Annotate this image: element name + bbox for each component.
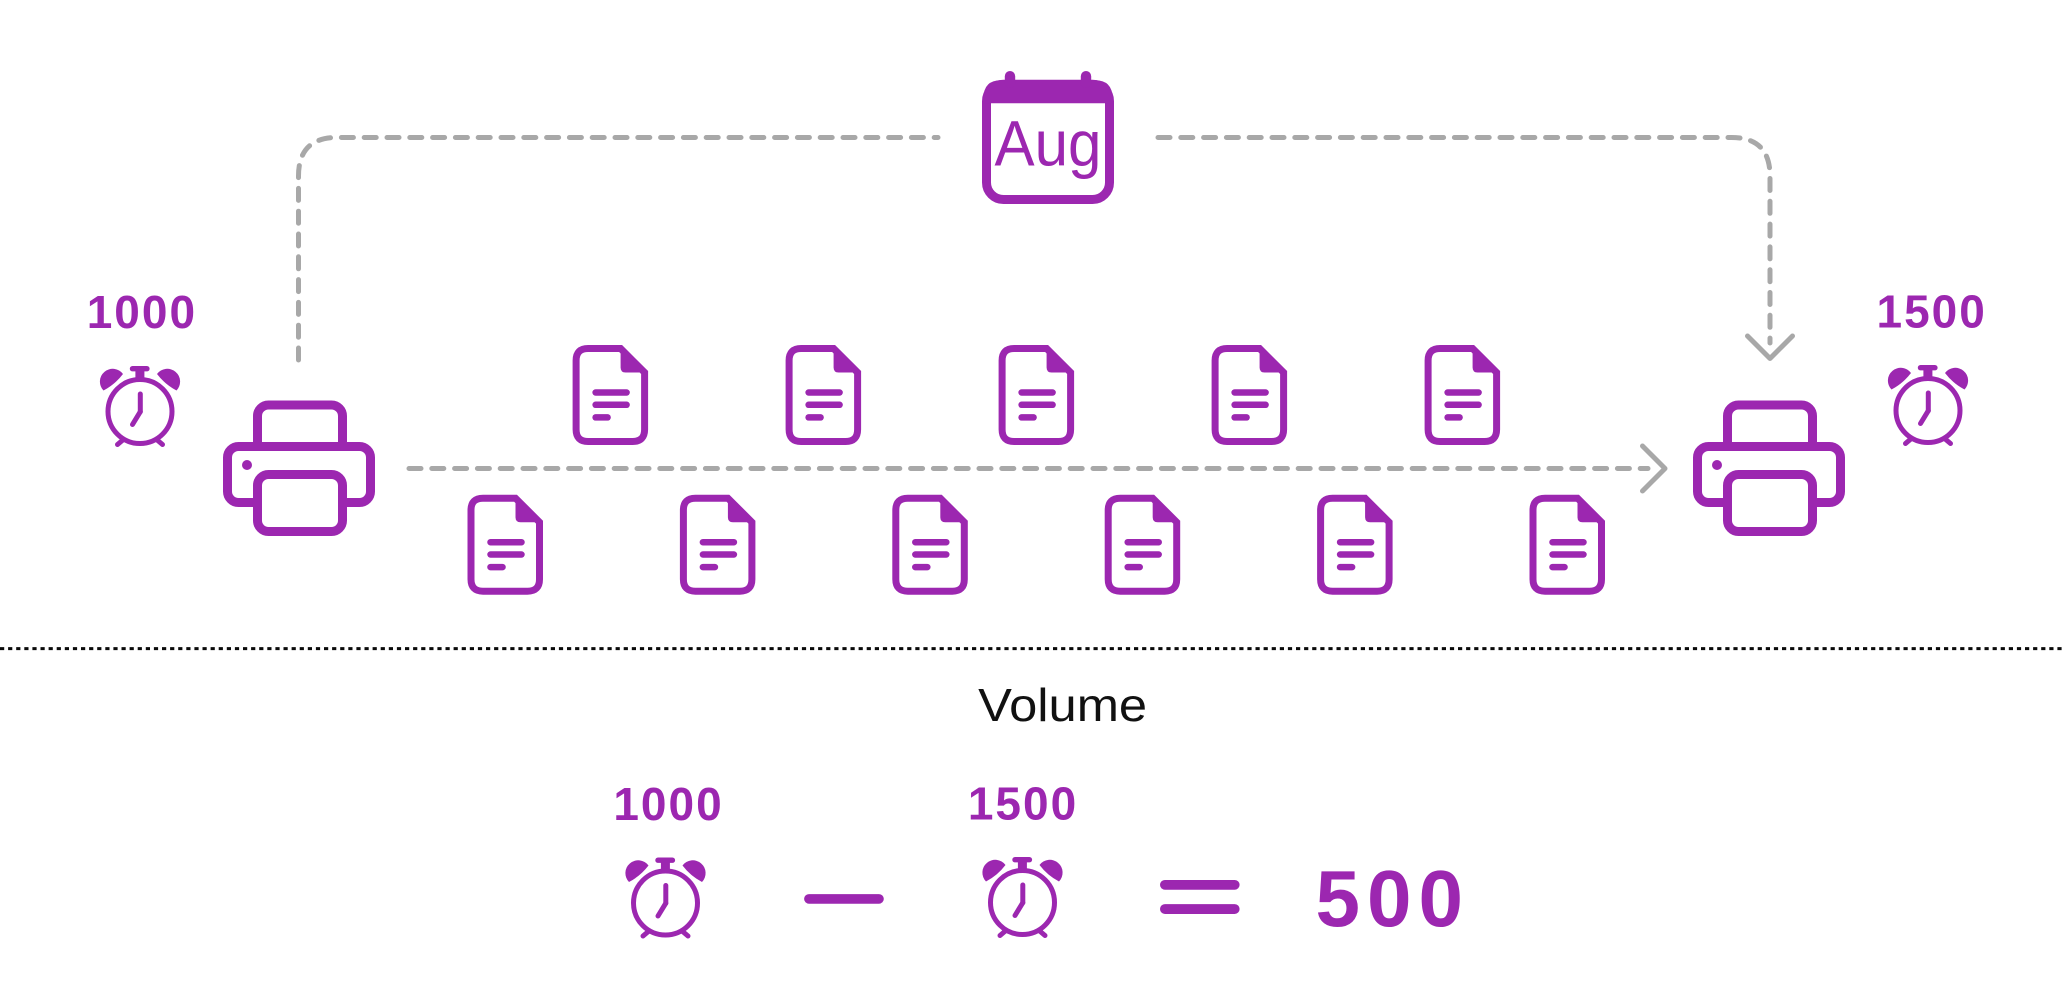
svg-text:1500: 1500 [1877, 286, 1987, 338]
svg-text:Aug: Aug [995, 108, 1102, 180]
svg-text:1500: 1500 [968, 778, 1078, 830]
svg-text:500: 500 [1315, 854, 1469, 943]
svg-text:1000: 1000 [613, 778, 723, 830]
svg-text:Volume: Volume [978, 679, 1147, 731]
svg-text:1000: 1000 [87, 286, 197, 338]
